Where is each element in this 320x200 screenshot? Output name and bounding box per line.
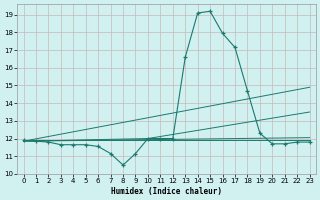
X-axis label: Humidex (Indice chaleur): Humidex (Indice chaleur): [111, 187, 222, 196]
